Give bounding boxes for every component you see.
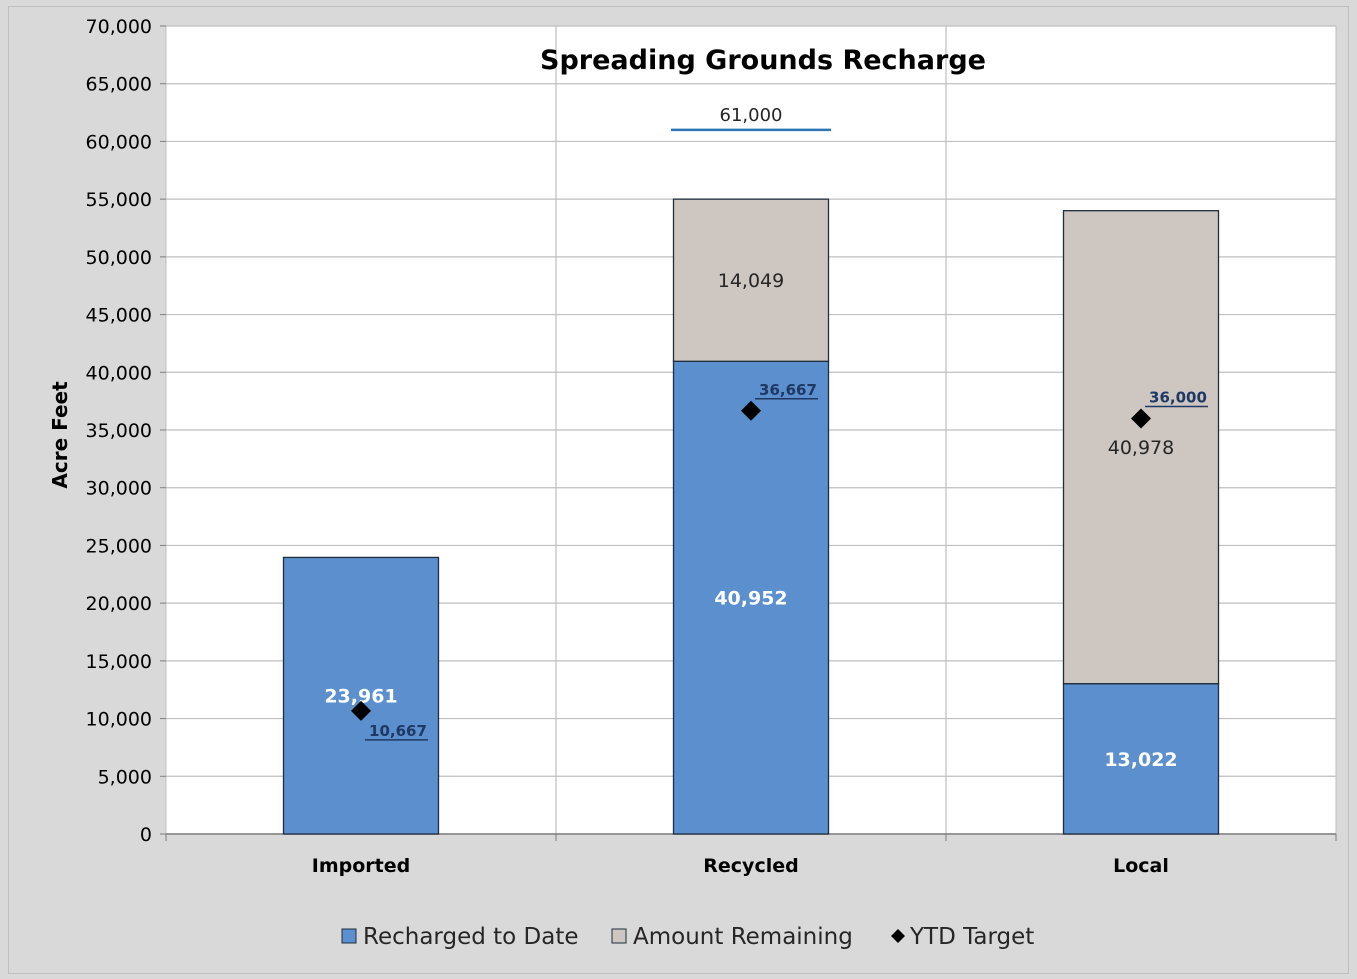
x-tick-label: Recycled xyxy=(703,855,798,877)
annual-target-label: 61,000 xyxy=(720,105,783,126)
legend-label-remaining: Amount Remaining xyxy=(633,924,853,950)
data-label-target: 36,000 xyxy=(1149,388,1207,406)
y-tick-label: 20,000 xyxy=(86,593,152,615)
y-tick-label: 55,000 xyxy=(86,189,152,211)
target-diamond xyxy=(351,700,371,721)
bar-remaining xyxy=(1062,210,1220,685)
x-tick-labels: Imported Recycled Local xyxy=(312,855,1169,877)
x-tick-label: Local xyxy=(1113,855,1169,877)
data-label-remaining: 14,049 xyxy=(718,270,784,292)
target-diamond xyxy=(1131,408,1151,429)
data-label-target: 36,667 xyxy=(759,381,817,399)
legend-marker-target xyxy=(891,929,905,943)
bars xyxy=(282,198,1220,835)
target-markers xyxy=(351,400,1151,721)
y-tick-label: 35,000 xyxy=(86,420,152,442)
y-tick-label: 45,000 xyxy=(86,305,152,327)
legend-label-target: YTD Target xyxy=(909,924,1034,950)
bar-recharged xyxy=(1062,683,1220,835)
target-diamond xyxy=(741,400,761,421)
legend: Recharged to Date Amount Remaining YTD Tar… xyxy=(341,924,1034,950)
y-tick-label: 60,000 xyxy=(86,131,152,153)
legend-swatch-remaining xyxy=(611,928,627,944)
bar-remaining xyxy=(672,198,830,362)
data-label-recharged: 40,952 xyxy=(714,588,787,610)
data-label-recharged: 13,022 xyxy=(1104,749,1177,771)
data-label-recharged: 23,961 xyxy=(324,686,397,708)
y-tick-label: 5,000 xyxy=(98,766,152,788)
chart-svg: 0 5,000 10,000 15,000 20,000 25,000 30,000 35,0… xyxy=(48,16,1337,950)
data-label-remaining: 40,978 xyxy=(1108,437,1174,459)
y-tick-label: 0 xyxy=(140,824,152,846)
chart-title: Spreading Grounds Recharge xyxy=(540,45,986,76)
y-tick-label: 25,000 xyxy=(86,535,152,557)
chart-frame: 0 5,000 10,000 15,000 20,000 25,000 30,000 35,0… xyxy=(8,6,1349,974)
y-axis-label: Acre Feet xyxy=(48,381,72,489)
data-label-target: 10,667 xyxy=(369,722,427,740)
data-labels: 23,961 10,667 40,952 14,049 36,667 13,022 40,9… xyxy=(324,105,1208,771)
x-tick-label: Imported xyxy=(312,855,410,877)
y-tick-label: 70,000 xyxy=(86,16,152,38)
bar-recharged xyxy=(282,556,440,835)
y-tick-label: 50,000 xyxy=(86,247,152,269)
bar-recharged xyxy=(672,360,830,835)
y-tick-label: 15,000 xyxy=(86,651,152,673)
legend-swatch-recharged xyxy=(341,928,357,944)
y-tick-label: 40,000 xyxy=(86,362,152,384)
legend-label-recharged: Recharged to Date xyxy=(363,924,579,950)
y-tick-label: 65,000 xyxy=(86,74,152,96)
y-tick-label: 10,000 xyxy=(86,709,152,731)
y-tick-label: 30,000 xyxy=(86,478,152,500)
y-tick-labels: 0 5,000 10,000 15,000 20,000 25,000 30,000 35,0… xyxy=(86,16,152,846)
